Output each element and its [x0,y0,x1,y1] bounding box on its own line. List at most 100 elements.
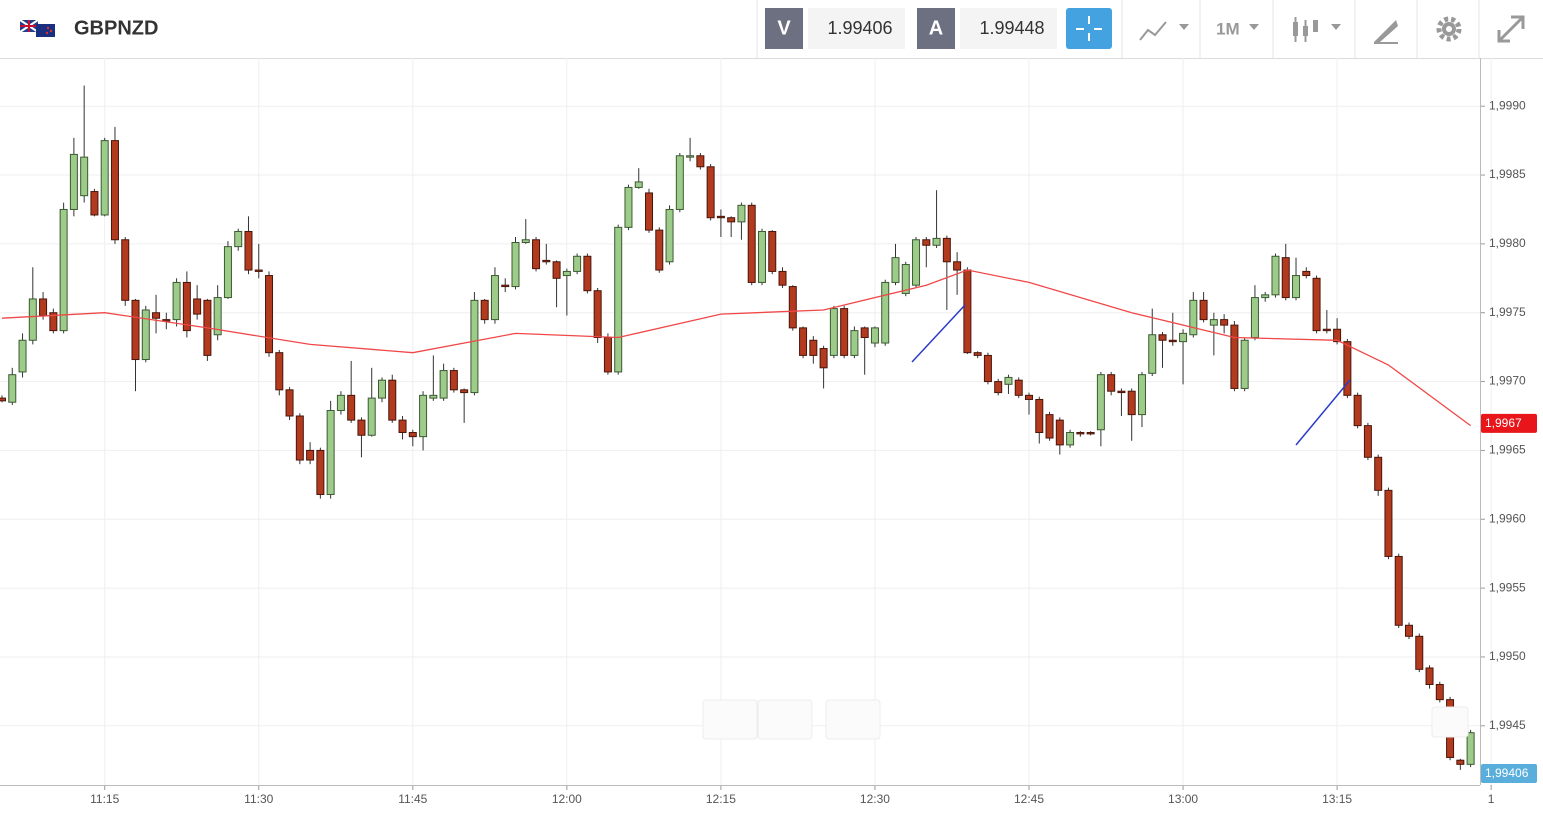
candle-body [69,153,78,210]
candle-body [511,242,520,288]
chart-type-button[interactable] [1139,21,1189,41]
candle-body [1322,328,1331,332]
candle-body [1220,319,1229,326]
candle-body [141,309,150,361]
candle-body [367,397,376,436]
candle-body [1261,294,1270,299]
candle-body [1025,394,1033,400]
settings-button[interactable] [1436,16,1462,42]
candle-body [840,308,849,356]
candle-body [1076,432,1085,435]
candle-body [1384,489,1393,557]
plot-area: 11:15 11:30 11:45 12:00 12:15 12:30 12:45 13:00… [0,58,1537,806]
candle-body [490,275,499,321]
x-tick-label: 11:45 [398,792,427,806]
candle-body [532,239,541,270]
crosshair-button[interactable] [1066,8,1112,49]
nav-button[interactable] [757,699,813,740]
candle-body [439,370,448,399]
candle-body [686,155,695,158]
candle-body [1292,275,1301,299]
candle-body [28,298,37,341]
candle-body [1158,334,1167,341]
candle-body [634,181,643,188]
candle-body [973,352,982,356]
candle-body [254,269,263,272]
nav-button[interactable] [825,699,881,740]
candle-body [265,275,274,354]
candle-body [1148,334,1157,374]
candle-body [1456,759,1465,765]
candle-body [501,284,510,288]
nav-button[interactable] [702,699,758,740]
candle-body [275,352,284,391]
candle-body [100,140,109,216]
y-tick-label: 1,9955 [1489,580,1526,594]
candle-body [1168,339,1177,343]
candle-body [932,237,941,246]
candle-body [244,230,253,271]
candle-body [449,370,458,391]
candle-body [1394,555,1403,626]
nav-button[interactable] [1431,706,1469,738]
trend-line[interactable] [1295,379,1351,446]
y-tick-label: 1,9950 [1489,649,1526,663]
candle-body [1055,419,1064,446]
candle-body [326,409,335,495]
ask-label[interactable]: A [929,17,943,39]
candle-body [429,394,438,399]
candle-body [295,415,304,461]
fullscreen-button[interactable] [1497,15,1525,43]
candle-body [49,312,58,332]
candle-body [285,389,294,417]
candle-body [39,298,48,316]
candle-body [1250,297,1259,339]
trend-line[interactable] [911,304,966,363]
candle-body [182,281,191,332]
x-tick-label: 1 [1488,792,1495,806]
candle-body [234,230,243,248]
candle-body [1353,394,1362,427]
candle-body [1435,683,1444,701]
candle-body [0,397,6,402]
candle-body [912,239,921,286]
candle-body [1107,374,1116,392]
ask-price: 1.99448 [979,18,1044,38]
candle-body [1415,635,1424,670]
bid-label[interactable]: V [777,17,791,39]
x-tick-label: 12:45 [1014,792,1044,806]
candle-body [1343,341,1352,396]
candle-body [470,299,479,394]
candle-body [1333,328,1342,343]
candle-body [583,255,592,292]
ask-button[interactable] [917,8,955,49]
candle-body [80,156,89,197]
drawing-tools-button[interactable] [1374,20,1398,44]
candle-body [460,389,469,394]
candle-body [645,192,654,231]
candle-body [829,308,838,356]
y-tick-label: 1,9965 [1489,443,1526,457]
candle-body [1179,332,1188,343]
candle-body [1240,339,1249,389]
y-tick-label: 1,9970 [1489,374,1526,388]
candle-body [573,255,582,272]
candle-body [696,155,705,168]
candle-body [768,230,777,272]
candle-body [624,186,633,228]
bid-button[interactable] [765,8,803,49]
candle-body [603,337,612,373]
candle-body [377,379,386,399]
candle-body [1004,376,1013,385]
candle-style-button[interactable] [1293,17,1341,42]
candle-body [419,394,428,438]
candle-body [1199,299,1208,321]
x-tick-label: 13:00 [1168,792,1198,806]
price-marker-label: 1,99406 [1485,766,1529,780]
candle-body [983,354,992,383]
timeframe-button[interactable]: 1M [1216,19,1240,38]
y-tick-label: 1,9975 [1489,305,1526,319]
candle-body [737,204,746,223]
bid-price: 1.99406 [827,18,892,38]
